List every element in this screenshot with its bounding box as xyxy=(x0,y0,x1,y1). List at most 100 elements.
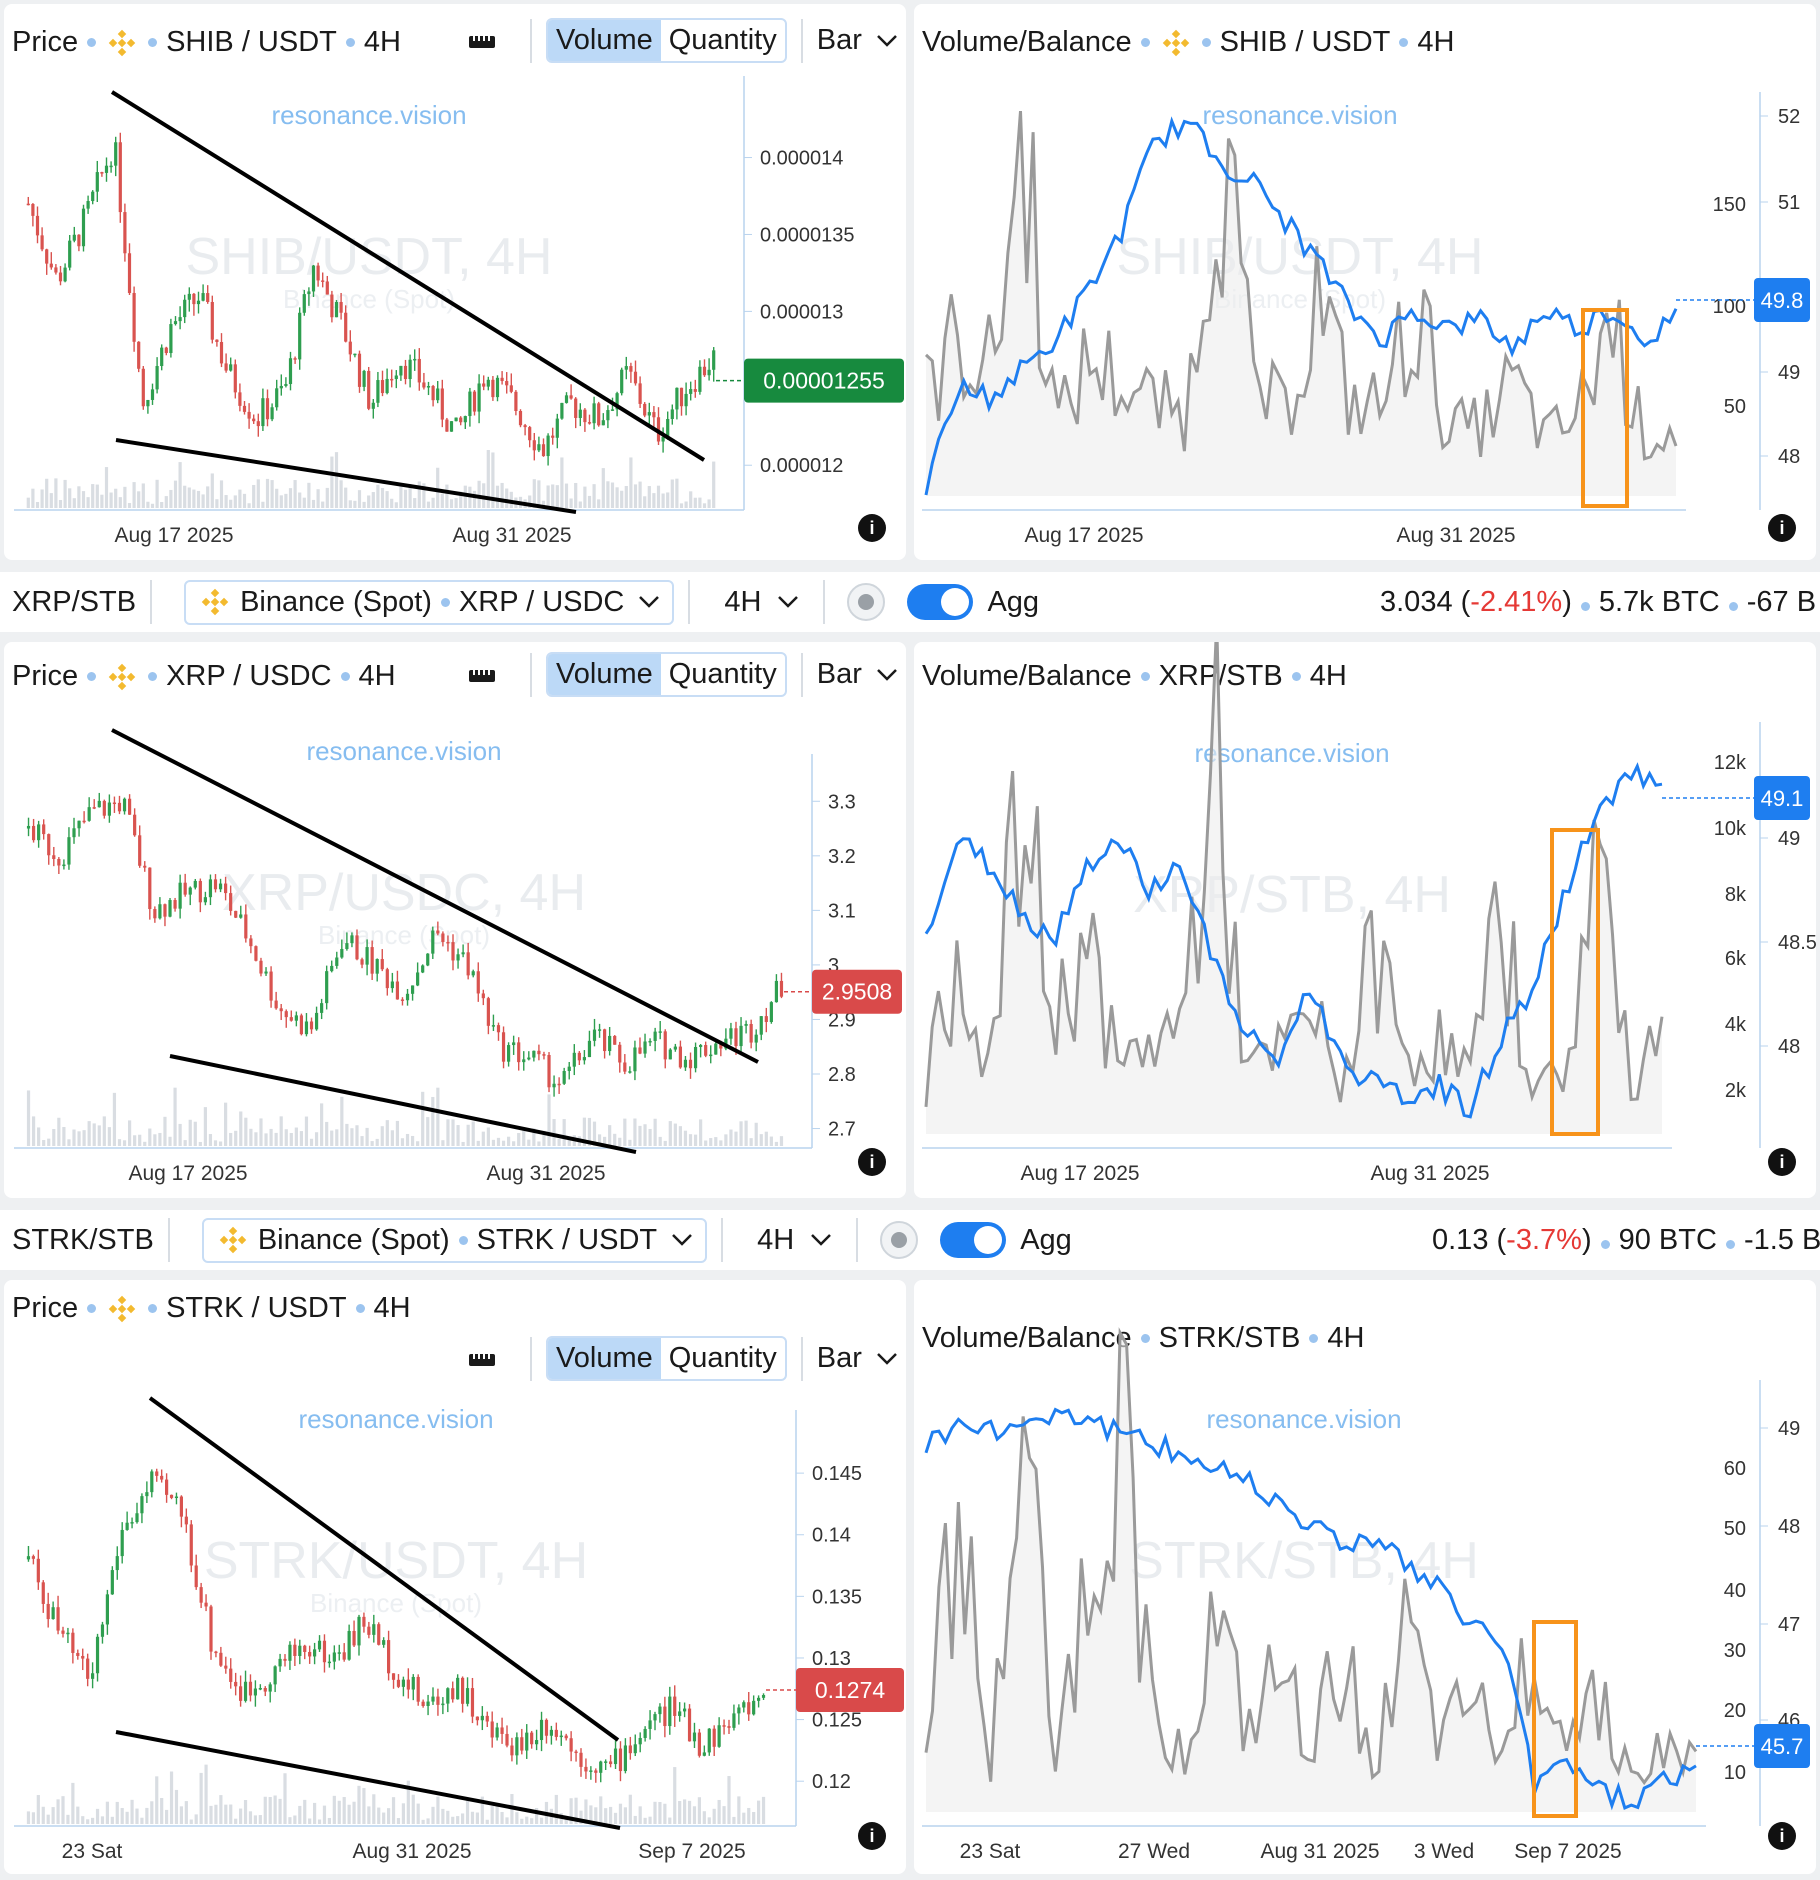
volume-bar xyxy=(148,1128,152,1146)
trendline xyxy=(115,1730,621,1830)
binance-icon xyxy=(108,29,136,56)
candle-body xyxy=(337,1652,341,1654)
quantity-button[interactable]: Quantity xyxy=(668,24,777,56)
ruler-icon[interactable] xyxy=(468,33,496,49)
candle-body xyxy=(360,959,364,965)
bar-select[interactable]: Bar xyxy=(816,1342,862,1374)
volume-bar xyxy=(693,1134,698,1146)
ruler-icon[interactable] xyxy=(468,667,496,683)
volume-bar xyxy=(689,491,693,508)
candle-body xyxy=(380,380,385,394)
balance-line xyxy=(924,762,1663,1119)
record-button[interactable] xyxy=(847,583,886,621)
bar-select[interactable]: Bar xyxy=(816,24,862,56)
candle-body xyxy=(509,385,513,392)
x-tick-label: 23 Sat xyxy=(62,1840,123,1863)
volume-bar xyxy=(587,495,592,508)
candle-body xyxy=(697,1732,701,1756)
price-controls: Volume Quantity Bar xyxy=(468,1336,898,1381)
candle-body xyxy=(288,358,293,385)
volume-bar xyxy=(668,1121,672,1146)
candle-body xyxy=(365,947,369,965)
candle-body xyxy=(165,1479,169,1495)
candle-body xyxy=(342,1652,346,1660)
volume-quantity-toggle[interactable]: Volume Quantity xyxy=(546,1336,787,1381)
y-tick-label: 0.125 xyxy=(812,1710,862,1732)
volume-bar xyxy=(599,1796,603,1824)
exchange-select[interactable]: Binance (Spot) STRK / USDT xyxy=(201,1217,708,1263)
candle-body xyxy=(254,946,258,961)
volume-button[interactable]: Volume xyxy=(548,1338,661,1379)
candle-body xyxy=(303,1645,307,1652)
chevron-down-icon[interactable] xyxy=(876,34,898,48)
volume-quantity-toggle[interactable]: Volume Quantity xyxy=(546,652,787,697)
volume-line xyxy=(924,110,1678,461)
pair-toolbar-strk: STRK/STB Binance (Spot) STRK / USDT 4H A… xyxy=(0,1210,1820,1270)
bar-select[interactable]: Bar xyxy=(816,658,862,690)
volume-bar xyxy=(592,1121,597,1146)
volume-bar xyxy=(702,1811,706,1824)
vb-label: Volume/Balance xyxy=(922,26,1132,58)
volume-bar xyxy=(500,1811,504,1824)
candle-body xyxy=(689,389,693,394)
price-header: Price SHIB / USDT 4H xyxy=(4,26,906,59)
candle-body xyxy=(66,1632,70,1635)
chevron-down-icon[interactable] xyxy=(777,595,799,609)
volume-button[interactable]: Volume xyxy=(548,654,661,695)
volume-bar xyxy=(658,1802,662,1824)
volume-bar xyxy=(332,1795,336,1824)
candle-body xyxy=(248,1681,253,1696)
agg-toggle[interactable] xyxy=(940,1222,1007,1258)
ruler-icon[interactable] xyxy=(468,1351,496,1367)
volume-bar xyxy=(485,1819,489,1824)
record-button[interactable] xyxy=(880,1221,919,1259)
info-icon-glyph: i xyxy=(869,518,874,538)
y-tick-label: 0.145 xyxy=(812,1463,862,1485)
price-panel-strk: Price STRK / USDT 4H Volume Quantity Bar … xyxy=(4,1280,906,1874)
candle-body xyxy=(263,1688,267,1692)
volume-bar xyxy=(724,1134,728,1146)
volume-bar xyxy=(441,1808,445,1824)
exchange-select[interactable]: Binance (Spot) XRP / USDC xyxy=(184,579,675,625)
candle-body xyxy=(463,416,467,423)
quantity-button[interactable]: Quantity xyxy=(668,1342,777,1374)
volume-bar xyxy=(547,1094,551,1146)
volume-quantity-toggle[interactable]: Volume Quantity xyxy=(546,18,787,63)
volume-bar xyxy=(387,1808,391,1824)
candle-body xyxy=(302,294,306,313)
quantity-button[interactable]: Quantity xyxy=(668,658,777,690)
timeframe-select[interactable]: 4H xyxy=(724,585,762,618)
volume-bar xyxy=(357,490,362,508)
watermark-pair: XRP/STB, 4H xyxy=(1133,866,1451,924)
candle-body xyxy=(327,1661,331,1664)
candle-body xyxy=(194,1565,198,1588)
balance-tag-text: 49.1 xyxy=(1761,786,1804,811)
chevron-down-icon[interactable] xyxy=(876,1352,898,1366)
candle-body xyxy=(210,301,214,340)
candle-body xyxy=(693,389,697,392)
candle-body xyxy=(528,427,532,441)
price-header: Price STRK / USDT 4H xyxy=(4,1292,906,1325)
candle-body xyxy=(183,882,187,895)
vb-chart[interactable]: resonance.vision XRP/STB, 4H 12k 10k 8k 6k 4k 2… xyxy=(914,642,1816,1198)
volume-bar xyxy=(557,1138,561,1146)
volume-bar xyxy=(158,1132,162,1146)
chevron-down-icon[interactable] xyxy=(876,668,898,682)
info-icon-glyph: i xyxy=(869,1152,874,1172)
volume-button[interactable]: Volume xyxy=(548,20,661,61)
volume-bar xyxy=(537,1141,541,1146)
chevron-down-icon[interactable] xyxy=(810,1233,832,1247)
agg-toggle[interactable] xyxy=(907,584,974,620)
volume-bar xyxy=(193,1121,197,1146)
timeframe-select[interactable]: 4H xyxy=(757,1223,795,1256)
candle-body xyxy=(203,897,207,903)
x-tick-label: 3 Wed xyxy=(1414,1840,1474,1863)
candle-body xyxy=(606,410,610,421)
timeframe-label: 4H xyxy=(358,660,396,692)
volume-bar xyxy=(722,1806,726,1824)
